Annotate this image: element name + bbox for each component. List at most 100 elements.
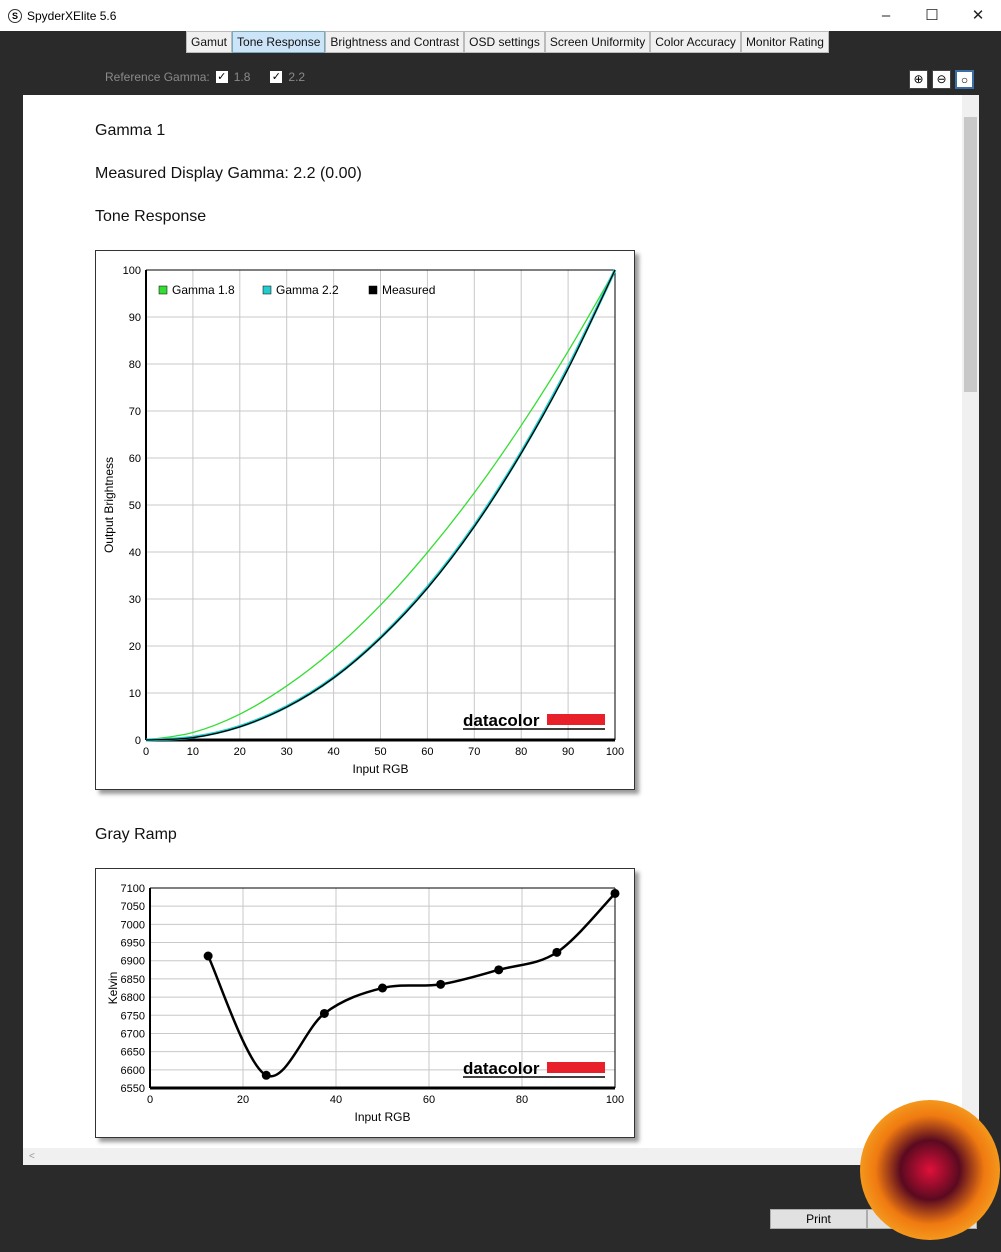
tab-osd-settings[interactable]: OSD settings (464, 31, 545, 53)
horizontal-scrollbar[interactable]: < (23, 1148, 979, 1165)
maximize-button[interactable]: ☐ (925, 7, 939, 24)
app-icon: S (8, 8, 22, 23)
x-tick-label: 40 (327, 746, 339, 758)
y-tick-label: 60 (129, 453, 141, 465)
x-tick-label: 100 (606, 746, 624, 758)
datacolor-logo: datacolor (463, 1059, 540, 1078)
y-tick-label: 80 (129, 359, 141, 371)
legend-label: Gamma 2.2 (276, 283, 339, 297)
legend-swatch (262, 285, 272, 295)
legend-label: Gamma 1.8 (172, 283, 235, 297)
data-point (494, 965, 504, 975)
x-tick-label: 10 (187, 746, 199, 758)
reference-gamma-bar: Reference Gamma: ✓ 1.8 ✓ 2.2 (105, 70, 305, 84)
x-tick-label: 50 (374, 746, 386, 758)
y-tick-label: 7000 (121, 919, 145, 931)
y-tick-label: 30 (129, 594, 141, 606)
tab-color-accuracy[interactable]: Color Accuracy (650, 31, 741, 53)
zoom-out-icon[interactable]: ⊖ (932, 70, 951, 89)
vertical-scrollbar[interactable] (962, 95, 979, 1148)
y-tick-label: 6850 (121, 974, 145, 986)
x-tick-label: 60 (423, 1094, 435, 1106)
y-tick-label: 100 (123, 265, 141, 277)
x-tick-label: 30 (281, 746, 293, 758)
gamma-18-checkbox[interactable]: ✓ (215, 71, 228, 83)
y-tick-label: 6600 (121, 1065, 145, 1077)
y-axis-label: Output Brightness (102, 457, 116, 553)
title-bar: S SpyderXElite 5.6 – ☐ ✕ (0, 0, 1001, 31)
y-tick-label: 50 (129, 500, 141, 512)
scroll-thumb[interactable] (964, 117, 977, 392)
print-button[interactable]: Print (770, 1209, 867, 1229)
y-tick-label: 70 (129, 406, 141, 418)
tone-response-chart: 0 10 20 30 40 50 60 70 80 90 100 0 10 20 30 40 50 60 70 80 9… (95, 250, 635, 790)
x-axis-label: Input RGB (354, 1110, 410, 1124)
data-point (378, 983, 387, 993)
x-tick-label: 80 (516, 1094, 528, 1106)
gamma-22-label: 2.2 (288, 70, 306, 84)
data-point (610, 888, 620, 898)
datacolor-logo: datacolor (463, 711, 540, 730)
measured-gamma: Measured Display Gamma: 2.2 (0.00) (95, 165, 362, 182)
x-axis-label: Input RGB (352, 762, 408, 776)
x-tick-label: 20 (237, 1094, 249, 1106)
y-tick-label: 20 (129, 641, 141, 653)
tab-monitor-rating[interactable]: Monitor Rating (740, 31, 829, 53)
y-tick-label: 6800 (121, 992, 145, 1004)
tab-brightness-contrast[interactable]: Brightness and Contrast (325, 31, 465, 53)
window-title: SpyderXElite 5.6 (27, 8, 117, 23)
series-line-measured (145, 269, 616, 741)
x-tick-label: 0 (147, 1094, 153, 1106)
gray-ramp-title: Gray Ramp (95, 826, 177, 843)
reference-gamma-label: Reference Gamma: (105, 70, 210, 84)
legend-label: Measured (382, 283, 435, 297)
y-tick-label: 7050 (121, 901, 145, 913)
x-tick-label: 90 (562, 746, 574, 758)
datacolor-logo-bar (547, 1062, 605, 1073)
datacolor-logo-bar (547, 714, 605, 725)
y-tick-label: 7100 (121, 883, 145, 895)
data-point (436, 979, 446, 989)
legend-swatch (158, 285, 168, 295)
zoom-fit-icon[interactable]: ○ (955, 70, 974, 89)
data-point (552, 947, 562, 957)
y-tick-label: 6650 (121, 1047, 145, 1059)
y-tick-label: 6750 (121, 1010, 145, 1022)
data-point (319, 1008, 329, 1018)
x-tick-label: 60 (421, 746, 433, 758)
tab-gamut[interactable]: Gamut (186, 31, 233, 53)
report-heading: Gamma 1 (95, 122, 166, 139)
data-point (203, 951, 213, 961)
close-button[interactable]: ✕ (971, 7, 985, 24)
legend-swatch (368, 285, 378, 295)
zoom-in-icon[interactable]: ⊕ (909, 70, 928, 89)
minimize-button[interactable]: – (881, 7, 891, 24)
x-tick-label: 70 (468, 746, 480, 758)
x-tick-label: 0 (143, 746, 149, 758)
gamma-18-label: 1.8 (233, 70, 251, 84)
tab-tone-response[interactable]: Tone Response (232, 31, 326, 53)
x-tick-label: 20 (234, 746, 246, 758)
y-tick-label: 6950 (121, 938, 145, 950)
data-point (261, 1070, 271, 1080)
report-panel: Gamma 1 Measured Display Gamma: 2.2 (0.0… (23, 95, 979, 1165)
y-tick-label: 10 (129, 688, 141, 700)
tab-bar: Gamut Tone Response Brightness and Contr… (186, 31, 829, 53)
tab-screen-uniformity[interactable]: Screen Uniformity (544, 31, 651, 53)
y-tick-label: 0 (135, 735, 141, 747)
tone-response-title: Tone Response (95, 208, 207, 225)
y-tick-label: 6700 (121, 1028, 145, 1040)
series-line-gamma-1-8 (145, 269, 616, 741)
kelvin-line (207, 892, 616, 1078)
watermark-logo (860, 1100, 1000, 1240)
x-tick-label: 80 (515, 746, 527, 758)
y-tick-label: 90 (129, 312, 141, 324)
gray-ramp-chart: 0 20 40 60 80 100 6550 6600 6650 6700 6750 6800 6850… (95, 868, 635, 1138)
y-tick-label: 40 (129, 547, 141, 559)
y-axis-label: Kelvin (106, 972, 120, 1005)
x-tick-label: 40 (330, 1094, 342, 1106)
x-tick-label: 100 (606, 1094, 624, 1106)
y-tick-label: 6550 (121, 1083, 145, 1095)
gamma-22-checkbox[interactable]: ✓ (270, 71, 283, 83)
y-tick-label: 6900 (121, 956, 145, 968)
